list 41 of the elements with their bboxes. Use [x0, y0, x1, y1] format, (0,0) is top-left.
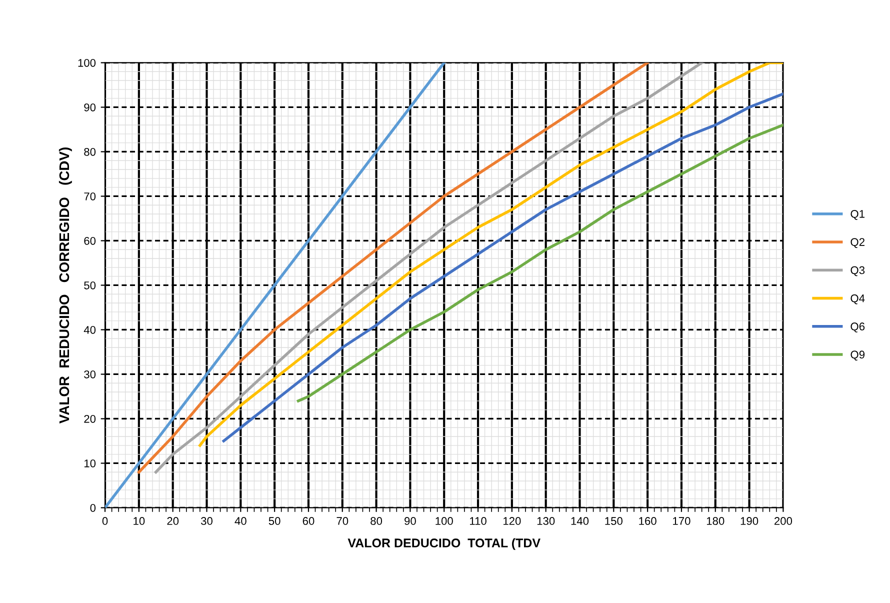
x-tick-label: 180 [706, 517, 724, 525]
y-tick-label: 70 [84, 192, 96, 200]
y-tick-label: 20 [84, 414, 96, 423]
x-tick-label: 160 [639, 517, 656, 525]
legend-label: Q1 [850, 210, 864, 220]
x-tick-label: 70 [336, 517, 348, 525]
y-tick-label: 0 [90, 504, 96, 512]
y-tick-label: 100 [78, 58, 96, 67]
y-tick-label: 40 [84, 326, 96, 334]
x-tick-label: 20 [167, 517, 179, 525]
x-tick-label: 170 [673, 517, 690, 525]
x-tick-label: 80 [370, 517, 382, 525]
legend-label: Q4 [850, 294, 865, 304]
y-tick-label: 50 [84, 281, 96, 290]
x-tick-label: 150 [605, 517, 622, 525]
x-tick-label: 100 [436, 517, 453, 525]
y-tick-label: 10 [84, 459, 96, 468]
x-tick-label: 40 [234, 517, 246, 525]
x-tick-label: 120 [504, 517, 521, 525]
line-series [296, 124, 784, 402]
x-tick-label: 190 [740, 517, 758, 525]
x-tick-label: 60 [302, 517, 314, 525]
y-tick-label: 80 [84, 148, 96, 156]
legend-label: Q3 [850, 266, 865, 276]
x-tick-label: 130 [537, 517, 555, 525]
x-axis-title: VALOR DEDUCIDO TOTAL (TDV [348, 538, 540, 550]
legend-label: Q6 [850, 322, 865, 332]
legend-label: Q2 [850, 238, 864, 248]
x-tick-label: 0 [102, 517, 108, 525]
x-tick-label: 140 [571, 517, 589, 525]
y-tick-label: 60 [84, 236, 96, 245]
y-axis-title: VALOR REDUCIDO CORREGIDO (CDV) [58, 148, 72, 424]
x-tick-label: 30 [200, 517, 212, 525]
x-tick-label: 10 [134, 517, 145, 525]
legend-label: Q9 [850, 350, 865, 361]
y-tick-label: 90 [84, 103, 96, 112]
x-tick-label: 50 [268, 517, 280, 525]
x-tick-label: 110 [470, 517, 486, 525]
y-tick-label: 30 [84, 370, 96, 378]
x-tick-label: 90 [404, 517, 416, 525]
x-tick-label: 200 [774, 517, 792, 525]
